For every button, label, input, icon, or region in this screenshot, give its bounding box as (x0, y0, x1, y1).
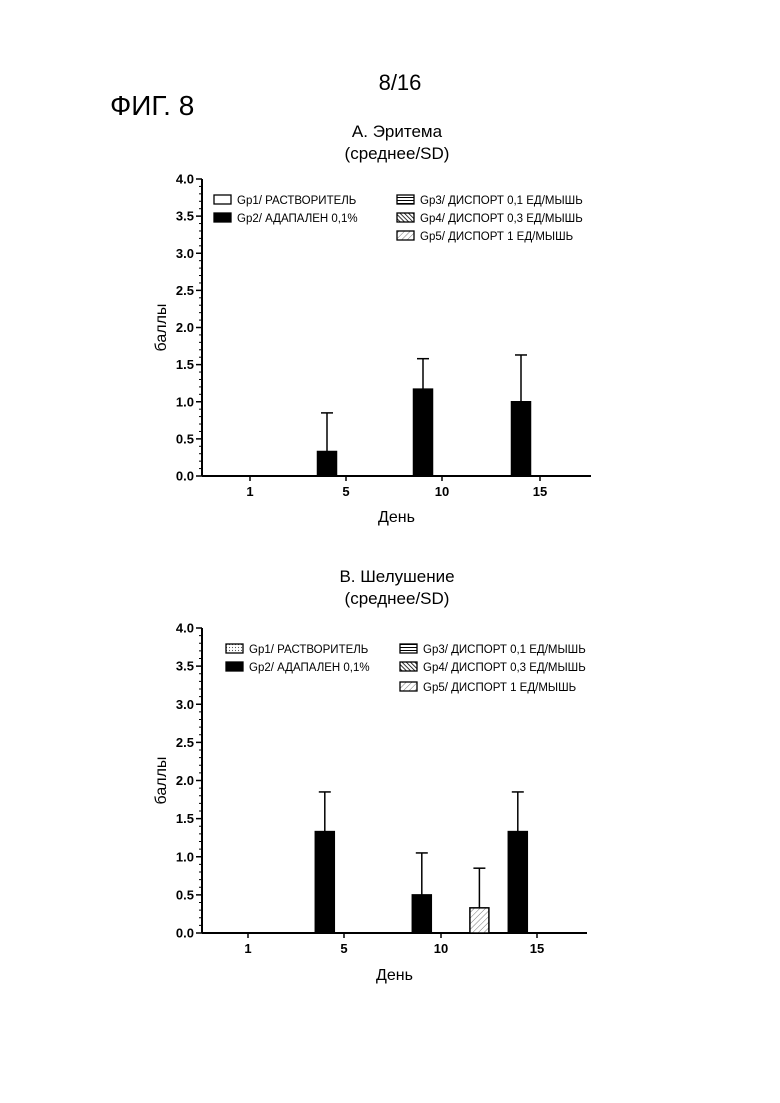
y-tick-label: 2.0 (176, 773, 194, 788)
x-axis-label: День (378, 509, 415, 526)
y-tick-label: 4.0 (176, 172, 194, 187)
legend-swatch-gp4 (397, 213, 414, 222)
x-axis-label: День (376, 967, 413, 984)
bar-gp2-day-5 (318, 451, 337, 476)
legend-label-gp3: Gp3/ ДИСПОРТ 0,1 ЕД/МЫШЬ (423, 644, 586, 656)
chart-title: A. Эритема (352, 122, 443, 141)
y-tick-label: 0.5 (176, 887, 194, 902)
legend-label-gp1: Gp1/ РАСТВОРИТЕЛЬ (249, 644, 368, 656)
y-tick-label: 2.5 (176, 283, 194, 298)
legend-label-gp3: Gp3/ ДИСПОРТ 0,1 ЕД/МЫШЬ (420, 195, 583, 207)
y-tick-label: 3.5 (176, 209, 194, 224)
chart-erythema: A. Эритема (среднее/SD) 0.0 0.5 1.0 1.5 2.0 2… (0, 115, 780, 555)
legend-label-gp4: Gp4/ ДИСПОРТ 0,3 ЕД/МЫШЬ (420, 213, 583, 225)
chart-title: B. Шелушение (339, 567, 454, 586)
bar-gp2-day-15 (508, 832, 527, 933)
y-tick-label: 1.5 (176, 357, 194, 372)
x-tick-label: 15 (530, 941, 544, 956)
legend-swatch-gp1 (226, 644, 243, 653)
legend-label-gp2: Gp2/ АДАПАЛЕН 0,1% (237, 213, 358, 225)
x-tick-label: 10 (434, 941, 448, 956)
x-tick-label: 5 (340, 941, 347, 956)
y-tick-label: 0.5 (176, 431, 194, 446)
y-tick-label: 3.0 (176, 697, 194, 712)
bar-gp2-day-10 (414, 389, 433, 476)
x-tick-label: 5 (342, 484, 349, 499)
y-tick-label: 0.0 (176, 469, 194, 484)
legend-swatch-gp4 (400, 662, 417, 671)
bar-gp2-day-15 (512, 402, 531, 476)
y-tick-label: 1.0 (176, 394, 194, 409)
legend-swatch-gp2 (226, 662, 243, 671)
x-tick-label: 10 (435, 484, 449, 499)
y-tick-label: 1.5 (176, 811, 194, 826)
legend-label-gp1: Gp1/ РАСТВОРИТЕЛЬ (237, 195, 356, 207)
bar-gp5-day-10 (470, 908, 489, 933)
legend-label-gp4: Gp4/ ДИСПОРТ 0,3 ЕД/МЫШЬ (423, 662, 586, 674)
y-tick-label: 2.0 (176, 320, 194, 335)
legend-swatch-gp3 (400, 644, 417, 653)
legend-swatch-gp2 (214, 213, 231, 222)
y-tick-label: 3.0 (176, 246, 194, 261)
chart-subtitle: (среднее/SD) (345, 144, 450, 163)
legend-label-gp5: Gp5/ ДИСПОРТ 1 ЕД/МЫШЬ (420, 231, 573, 243)
x-tick-label: 1 (246, 484, 253, 499)
x-tick-label: 1 (244, 941, 251, 956)
y-tick-label: 4.0 (176, 621, 194, 636)
bar-gp2-day-10 (412, 895, 431, 933)
legend-swatch-gp5 (400, 682, 417, 691)
legend-swatch-gp5 (397, 231, 414, 240)
x-tick-label: 15 (533, 484, 547, 499)
legend-label-gp5: Gp5/ ДИСПОРТ 1 ЕД/МЫШЬ (423, 682, 576, 694)
chart-subtitle: (среднее/SD) (345, 589, 450, 608)
y-tick-label: 0.0 (176, 926, 194, 941)
legend-swatch-gp1 (214, 195, 231, 204)
legend-label-gp2: Gp2/ АДАПАЛЕН 0,1% (249, 662, 370, 674)
chart-peeling: B. Шелушение (среднее/SD) 0.0 0.5 1.0 1.5 2.… (0, 562, 780, 1002)
bar-gp2-day-5 (315, 832, 334, 933)
y-axis-label: баллы (153, 304, 170, 352)
y-tick-label: 1.0 (176, 849, 194, 864)
y-tick-label: 2.5 (176, 735, 194, 750)
legend-swatch-gp3 (397, 195, 414, 204)
y-axis-label: баллы (153, 757, 170, 805)
y-tick-label: 3.5 (176, 659, 194, 674)
